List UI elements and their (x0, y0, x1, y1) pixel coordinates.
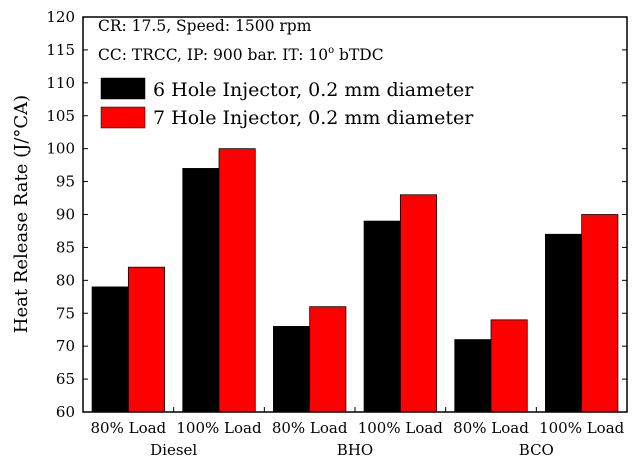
annotation-line-2-end: bTDC (334, 46, 383, 64)
x-category-labels: 80% Load 100% Load 80% Load 100% Load 80% Lo… (91, 419, 625, 437)
bar-7-hole (581, 214, 619, 413)
y-tick-label: 60 (56, 403, 75, 421)
y-axis-ticks: 60 65 70 75 80 85 90 95 100 105 110 115 120 (46, 8, 627, 421)
annotation-line-2-main: CC: TRCC, IP: 900 bar. IT: 10 (98, 46, 328, 64)
bar-7-hole (399, 194, 437, 413)
y-tick-label: 85 (56, 238, 75, 256)
annotation-line-2: CC: TRCC, IP: 900 bar. IT: 10o bTDC (98, 45, 384, 64)
degree-superscript: o (328, 45, 334, 56)
bar-6-hole (545, 233, 583, 413)
x-category-label: 80% Load (272, 419, 348, 437)
bar-7-hole (490, 319, 528, 413)
legend-label-6-hole: 6 Hole Injector, 0.2 mm diameter (153, 79, 474, 101)
y-tick-label: 105 (46, 107, 75, 125)
x-group-labels: Diesel BHO BCO (150, 441, 554, 459)
bar-6-hole (91, 286, 129, 413)
legend: 6 Hole Injector, 0.2 mm diameter 7 Hole … (100, 77, 474, 129)
x-group-label: BHO (337, 441, 373, 459)
x-category-label: 100% Load (358, 419, 444, 437)
x-group-label: Diesel (150, 441, 197, 459)
legend-label-7-hole: 7 Hole Injector, 0.2 mm diameter (153, 107, 474, 129)
y-tick-label: 75 (56, 304, 75, 322)
bar-6-hole (273, 326, 311, 413)
x-group-label: BCO (519, 441, 554, 459)
bar-7-hole (127, 266, 165, 413)
x-axis-ticks (173, 407, 537, 412)
bars-layer (91, 148, 619, 413)
x-category-label: 100% Load (176, 419, 262, 437)
y-tick-label: 95 (56, 173, 75, 191)
legend-swatch-6-hole (100, 77, 146, 100)
x-category-label: 80% Load (453, 419, 529, 437)
y-tick-label: 120 (46, 8, 75, 26)
y-tick-label: 110 (46, 74, 75, 92)
legend-swatch-7-hole (100, 106, 146, 129)
annotation-line-1: CR: 17.5, Speed: 1500 rpm (98, 17, 312, 35)
x-category-label: 100% Load (539, 419, 625, 437)
y-tick-label: 90 (56, 206, 75, 224)
bar-7-hole (309, 306, 347, 413)
y-tick-label: 115 (46, 41, 75, 59)
bar-6-hole (363, 220, 401, 413)
bar-6-hole (182, 168, 220, 413)
y-axis-label: Heat Release Rate (J/°CA) (11, 95, 32, 333)
y-tick-label: 100 (46, 140, 75, 158)
y-tick-label: 80 (56, 271, 75, 289)
x-category-label: 80% Load (91, 419, 167, 437)
y-tick-label: 70 (56, 337, 75, 355)
y-tick-label: 65 (56, 370, 75, 388)
bar-7-hole (218, 148, 256, 413)
bar-6-hole (454, 339, 492, 413)
